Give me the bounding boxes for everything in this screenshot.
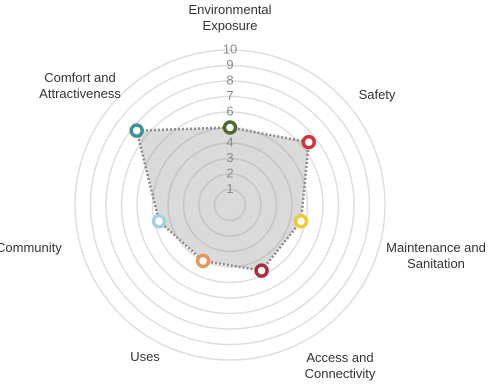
point-marker	[301, 134, 317, 150]
r-tick-label: 9	[226, 57, 233, 72]
grid-ring	[120, 95, 340, 315]
axis-label: Community	[0, 240, 62, 255]
axis-label: Uses	[130, 349, 160, 364]
r-tick-label: 3	[226, 150, 233, 165]
point-marker	[129, 123, 144, 138]
r-tick-label: 4	[226, 134, 233, 149]
axis-label: Safety	[358, 87, 396, 102]
axis-label: Environmental Exposure	[188, 2, 272, 33]
point-marker	[254, 263, 269, 278]
point-marker	[222, 120, 238, 135]
grid-ring	[182, 157, 278, 253]
r-tick-label: 8	[226, 72, 233, 87]
point-marker	[293, 213, 309, 229]
r-tick-label: 10	[223, 41, 237, 56]
point-marker	[195, 253, 211, 269]
point-marker	[151, 213, 167, 229]
axis-label: Maintenance and Sanitation	[386, 240, 486, 271]
grid-ring	[105, 80, 355, 330]
grid-ring	[74, 49, 386, 361]
grid-ring	[136, 111, 324, 299]
r-tick-label: 2	[226, 165, 233, 180]
r-tick-label: 1	[226, 181, 233, 196]
radar-area	[135, 126, 311, 272]
r-tick-label: 6	[226, 103, 233, 118]
grid-ring	[167, 142, 293, 268]
r-tick-label: 7	[226, 88, 233, 103]
axis-label: Access and Connectivity	[304, 350, 376, 381]
grid-ring	[89, 64, 371, 346]
axis-label: Comfort and Attractiveness	[39, 70, 121, 101]
grid-ring	[213, 188, 247, 222]
grid-ring	[198, 173, 262, 237]
